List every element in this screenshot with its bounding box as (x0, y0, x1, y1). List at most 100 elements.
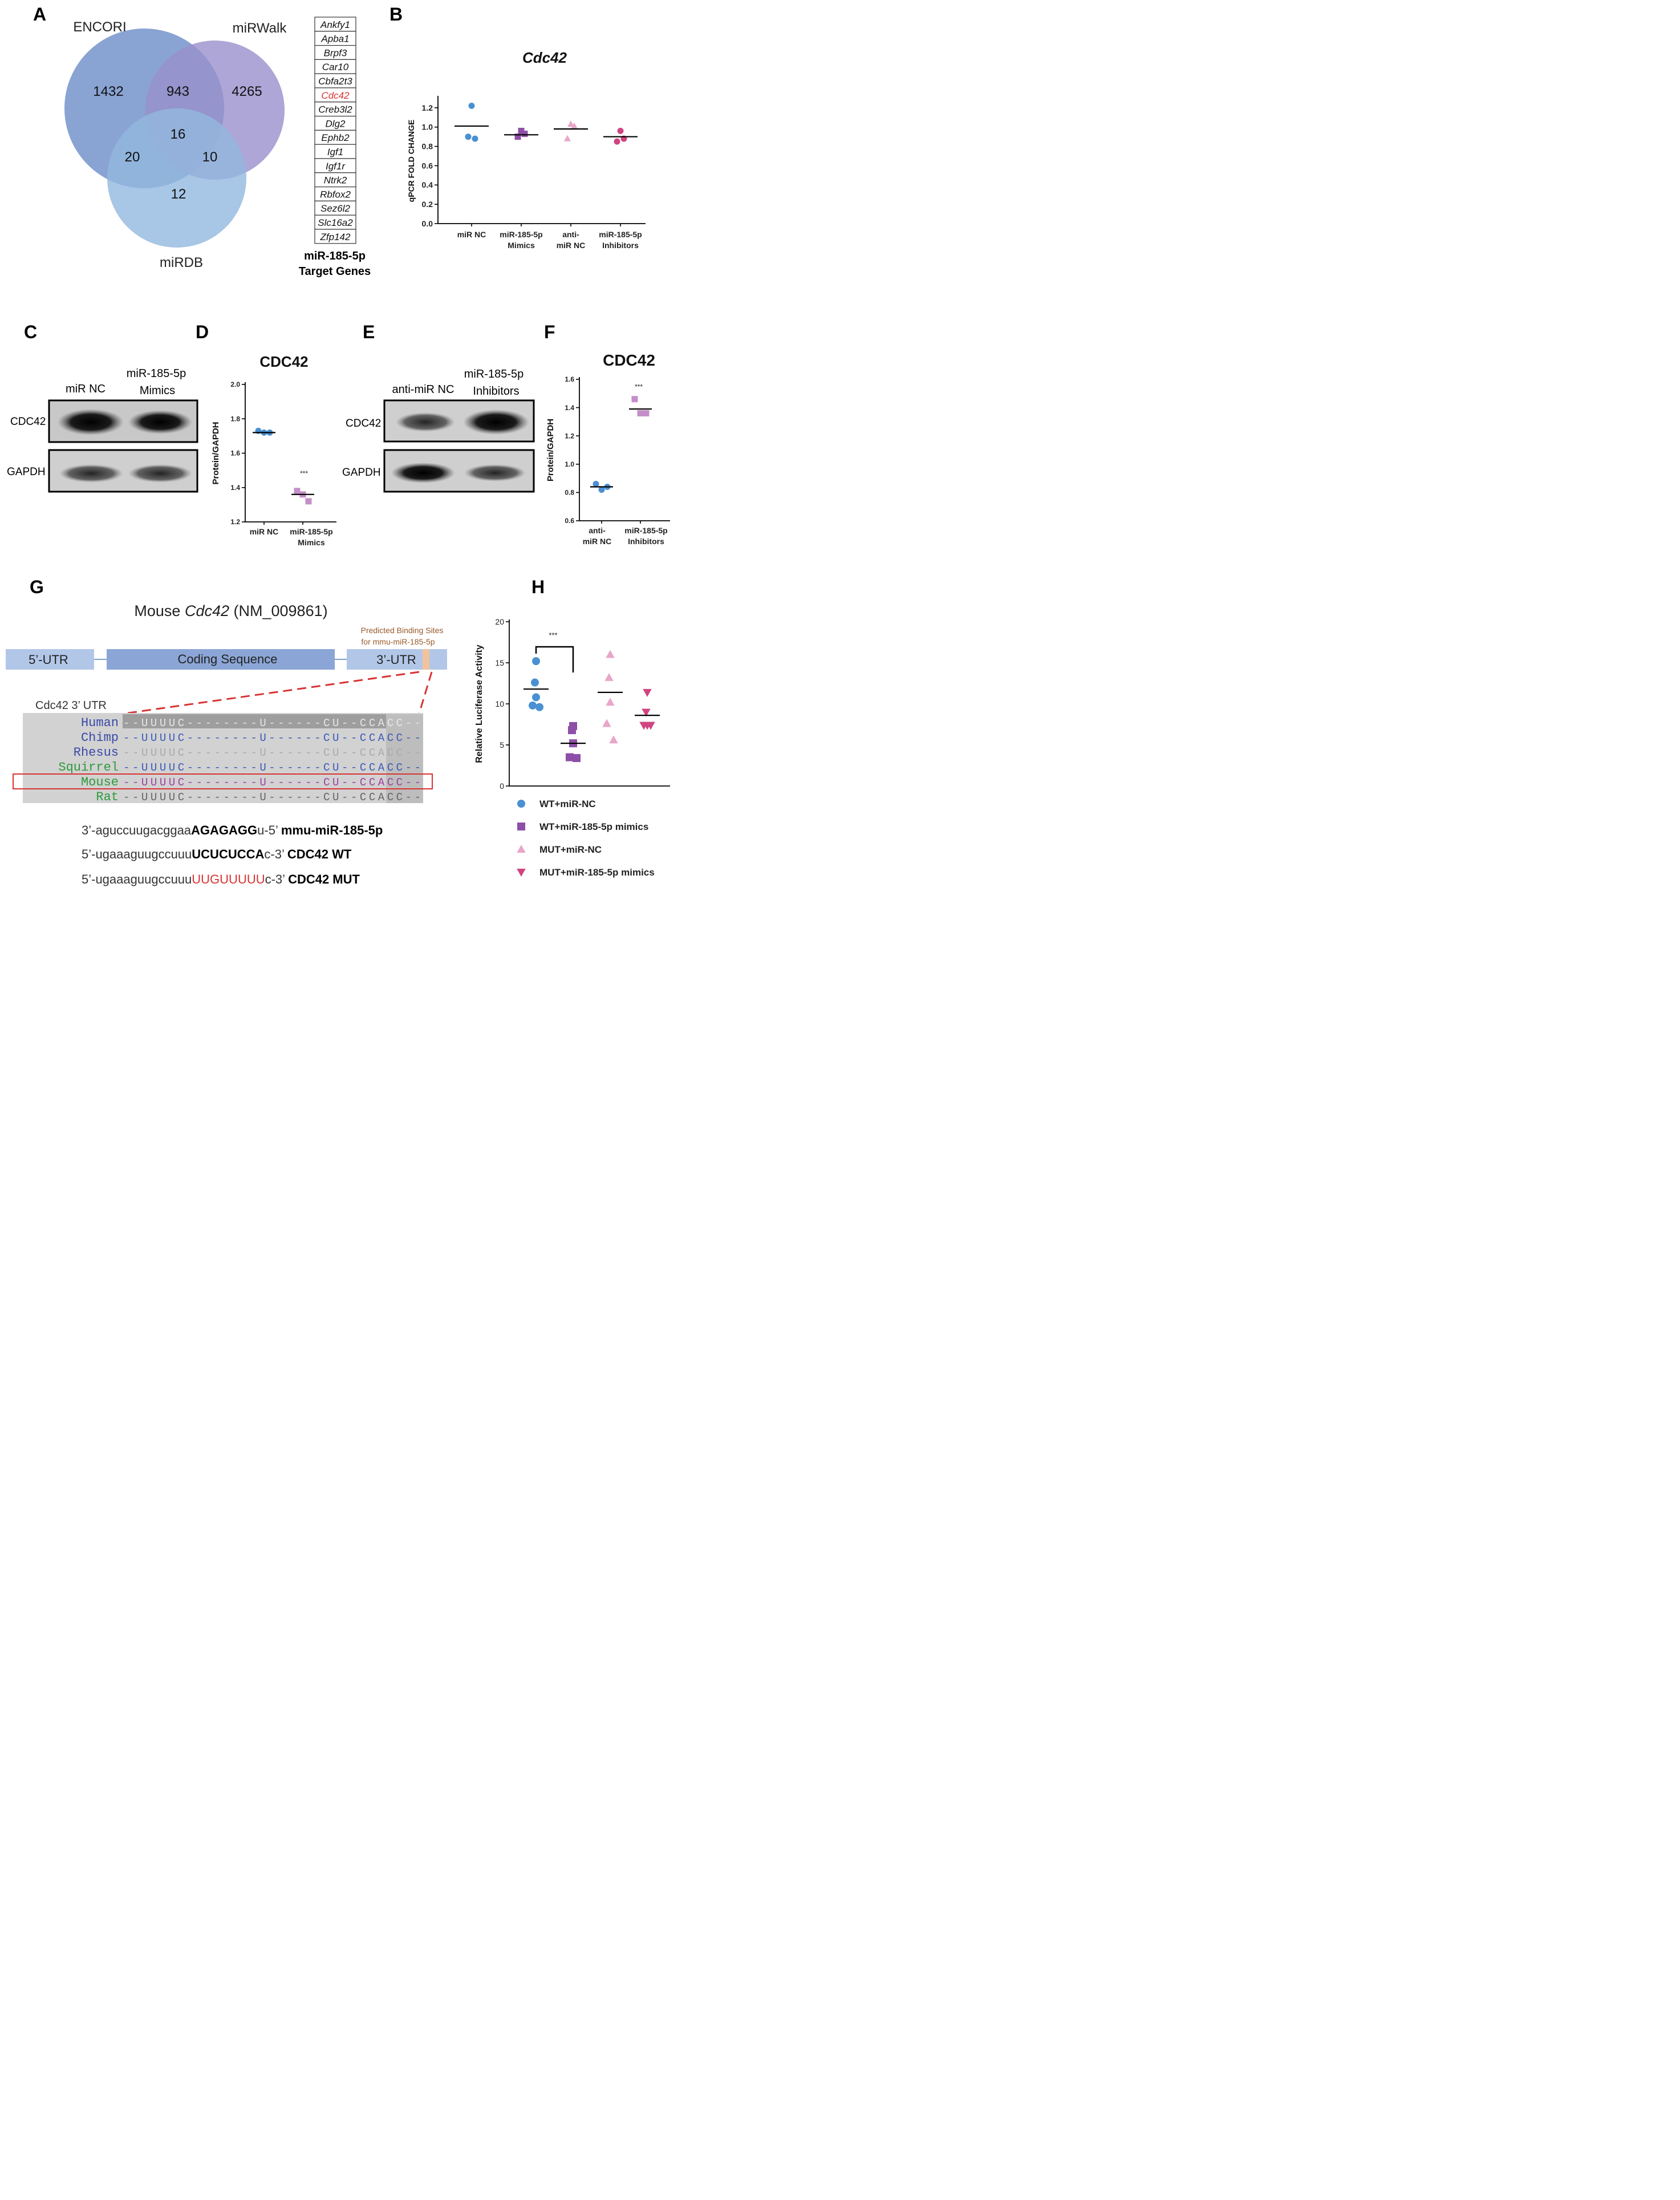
venn-label-mirdb: miRDB (160, 255, 203, 270)
blot-c-row2-label: GAPDH (7, 466, 46, 478)
gene-name: Car10 (322, 62, 349, 72)
gene-list-title-2: Target Genes (299, 265, 371, 278)
target-gene-list: Ankfy1 Apba1 Brpf3 Car10 Cbfa2t3 Cdc42 Creb3l2… (314, 17, 356, 244)
gene-name: Zfp142 (320, 232, 351, 242)
y-tick-label: 20 (495, 617, 504, 626)
utr3-label: 3’-UTR (376, 653, 416, 667)
panel-c: C miR NC miR-185-5p Mimics CDC42 GAPDH (7, 322, 198, 493)
gene-cell (314, 200, 356, 216)
data-point (646, 722, 655, 730)
panel-a: A ENCORI miRWalk miRDB 1432 943 4265 16 … (33, 4, 371, 278)
significance-label: *** (300, 469, 308, 477)
x-category-label: anti- (562, 230, 579, 239)
x-category-label: Inhibitors (602, 241, 639, 250)
sequence-alignment: Human --UUUUC--------U------CU--CCACC-- Ch… (58, 716, 421, 804)
panel-label-b: B (389, 4, 403, 25)
data-point (606, 650, 615, 658)
y-tick-label: 0.6 (565, 517, 574, 525)
data-point (617, 128, 624, 135)
data-point (637, 410, 644, 417)
panel-label-d: D (196, 322, 209, 342)
blot-c-gapdh-band-2 (128, 464, 192, 483)
venn-count-all-three: 16 (171, 127, 186, 142)
panel-label-h: H (531, 577, 545, 597)
legend-label: WT+miR-185-5p mimics (539, 821, 648, 832)
y-tick-label: 10 (495, 699, 504, 708)
chart-f: 0.6 0.8 1.0 1.2 1.4 1.6 CDC42 Protein/GAPDH anti… (546, 351, 670, 546)
y-tick-label: 0.0 (422, 219, 433, 228)
panel-h: H 0 5 10 15 20 Relative Luciferase Activity **… (474, 577, 670, 878)
legend-marker (517, 869, 526, 877)
venn-count-mirwalk-mirdb: 10 (202, 149, 218, 165)
y-tick-label: 0.8 (422, 142, 433, 151)
g-title: Mouse Cdc42 (NM_009861) (134, 602, 327, 619)
venn-count-mirdb-only: 12 (171, 187, 186, 202)
species-sequence: --UUUUC--------U------CU--CCACC-- (123, 776, 421, 789)
y-tick-label: 0.2 (422, 200, 433, 209)
blot-e-col1-label: anti-miR NC (392, 383, 455, 396)
data-point (294, 488, 301, 495)
legend-label: MUT+miR-NC (539, 844, 602, 855)
chart-d: 1.2 1.4 1.6 1.8 2.0 CDC42 Protein/GAPDH miR NC m… (211, 353, 336, 547)
significance-label: *** (635, 383, 643, 391)
gene-name: Ntrk2 (324, 175, 347, 186)
mut-seq-suffix: c-3’ (265, 872, 285, 886)
data-point (643, 688, 652, 697)
blot-c-gapdh-band-1 (59, 464, 123, 483)
gene-name: Cbfa2t3 (318, 76, 352, 87)
panel-label-f: F (544, 322, 555, 342)
panel-label-e: E (363, 322, 375, 342)
y-tick-label: 0.8 (565, 489, 574, 497)
data-point (642, 708, 651, 717)
y-tick-label: 1.2 (565, 432, 574, 440)
mirna-seq-line: 3’-aguccuugacggaaAGAGAGGu-5’ mmu-miR-185-… (82, 823, 383, 837)
y-tick-label: 1.2 (422, 103, 433, 112)
blot-e-row2-label: GAPDH (342, 467, 381, 479)
gene-name: Sez6l2 (320, 203, 351, 214)
species-label: Squirrel (58, 760, 119, 775)
gene-name: Apba1 (320, 34, 349, 44)
data-point (465, 133, 472, 140)
blot-c-cdc42-band-2 (128, 410, 192, 434)
gene-name: Igf1 (327, 147, 343, 157)
gene-name: Igf1r (326, 161, 346, 172)
gene-name: Dlg2 (326, 118, 346, 129)
x-category-label: miR NC (250, 527, 279, 536)
utr5-box (6, 649, 94, 670)
data-point (563, 135, 571, 141)
y-axis-label: Relative Luciferase Activity (474, 645, 484, 763)
data-point (639, 722, 648, 730)
blot-c-row1-label: CDC42 (10, 416, 46, 428)
blot-e-cdc42-band-2 (463, 410, 529, 435)
data-point (305, 498, 312, 505)
venn-count-encori-mirdb: 20 (125, 149, 140, 165)
data-point (529, 701, 537, 710)
y-tick-label: 1.6 (230, 449, 240, 457)
mirna-seq-suffix: u-5’ (257, 823, 278, 837)
wt-seq-line: 5’-ugaaaguugccuuuUCUCUCCAc-3’ CDC42 WT (82, 847, 352, 861)
gene-name: Cdc42 (321, 90, 350, 101)
blot-c-col2-label-2: Mimics (140, 384, 175, 397)
gene-cell (314, 44, 356, 60)
venn-label-mirwalk: miRWalk (233, 21, 287, 36)
x-category-label: miR NC (583, 537, 612, 546)
gene-name: Creb3l2 (318, 104, 352, 115)
mirna-seq-label: mmu-miR-185-5p (281, 823, 383, 837)
venn-label-encori: ENCORI (73, 19, 126, 35)
chart-title: CDC42 (259, 353, 308, 370)
y-axis-label: Protein/GAPDH (546, 419, 555, 481)
data-point (518, 128, 525, 135)
gene-name: Ankfy1 (320, 19, 350, 30)
data-point (604, 672, 614, 681)
data-point (631, 396, 638, 403)
species-sequence: --UUUUC--------U------CU--CCACC-- (123, 747, 421, 759)
x-category-label: Mimics (298, 538, 325, 547)
gene-cell (314, 229, 356, 244)
x-category-label: miR-185-5p (599, 230, 642, 239)
data-point (643, 410, 650, 417)
wt-seq-prefix: 5’-ugaaaguugccuuu (82, 847, 192, 861)
chart-h-legend: WT+miR-NC WT+miR-185-5p mimics MUT+miR-NC M… (517, 799, 655, 878)
y-tick-label: 1.4 (230, 484, 240, 492)
y-tick-label: 1.2 (230, 518, 240, 526)
gene-cell (314, 102, 356, 117)
